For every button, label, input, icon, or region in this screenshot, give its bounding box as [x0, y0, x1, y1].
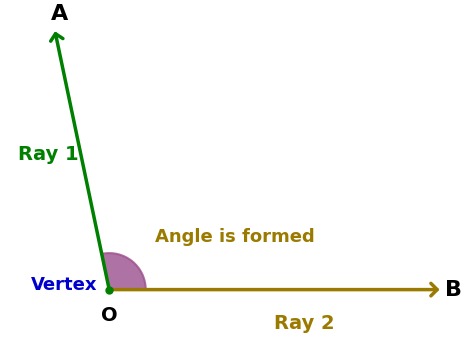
- Text: Vertex: Vertex: [31, 276, 98, 294]
- Text: Ray 1: Ray 1: [18, 145, 78, 164]
- Text: Ray 2: Ray 2: [274, 314, 335, 333]
- Text: B: B: [446, 279, 463, 300]
- Text: Angle is formed: Angle is formed: [155, 228, 314, 246]
- Text: O: O: [101, 306, 118, 325]
- Wedge shape: [102, 253, 146, 290]
- Text: A: A: [51, 4, 68, 24]
